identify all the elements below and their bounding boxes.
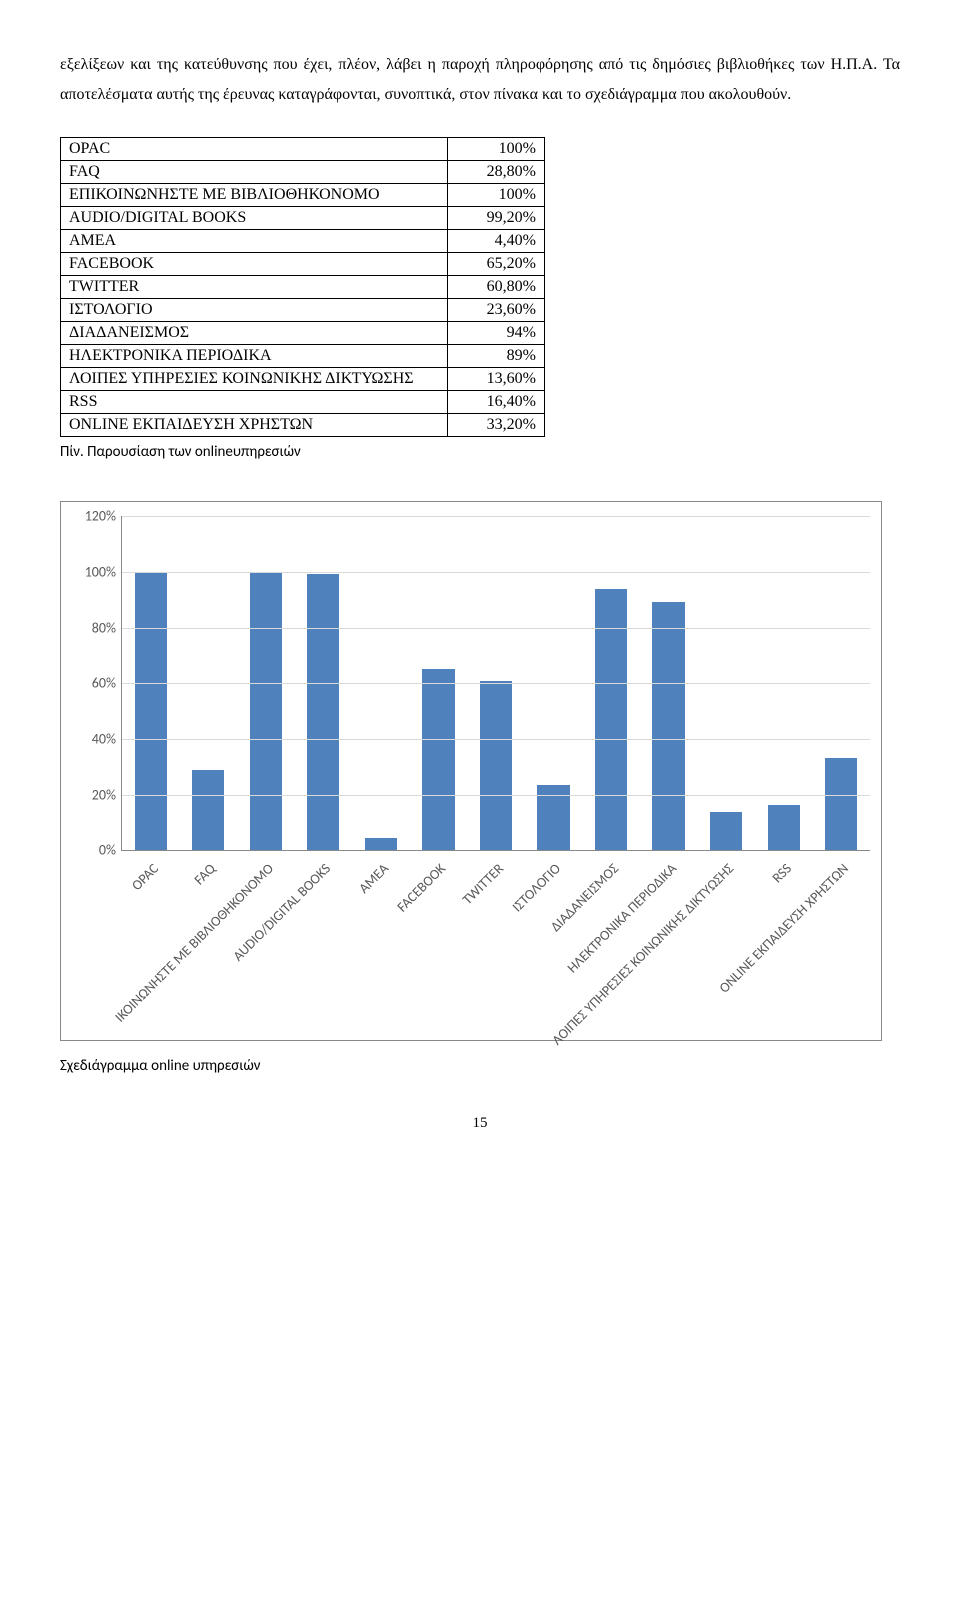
services-bar-chart: 0%20%40%60%80%100%120% OPACFAQΙΚΟΙΝΩΝΗΣΤ… bbox=[60, 501, 882, 1041]
chart-gridline bbox=[122, 628, 870, 629]
table-cell-label: ΕΠΙΚΟΙΝΩΝΗΣΤΕ ΜΕ ΒΙΒΛΙΟΘΗΚΟΝΟΜΟ bbox=[61, 184, 448, 207]
table-row: RSS16,40% bbox=[61, 391, 545, 414]
table-cell-value: 99,20% bbox=[448, 207, 545, 230]
table-row: ΔΙΑΔΑΝΕΙΣΜΟΣ94% bbox=[61, 322, 545, 345]
chart-bar bbox=[250, 572, 282, 850]
table-cell-label: RSS bbox=[61, 391, 448, 414]
chart-bar bbox=[365, 838, 397, 850]
chart-y-tick-label: 120% bbox=[85, 508, 116, 525]
table-row: FAQ28,80% bbox=[61, 161, 545, 184]
table-row: ΙΣΤΟΛΟΓΙΟ23,60% bbox=[61, 299, 545, 322]
chart-caption: Σχεδιάγραμμα online υπηρεσιών bbox=[60, 1057, 900, 1075]
chart-bar bbox=[192, 770, 224, 850]
chart-bar bbox=[307, 574, 339, 850]
chart-bar bbox=[422, 669, 454, 850]
chart-gridline bbox=[122, 795, 870, 796]
table-cell-value: 4,40% bbox=[448, 230, 545, 253]
table-row: FACEBOOK65,20% bbox=[61, 253, 545, 276]
table-caption: Πίν. Παρουσίαση των onlineυπηρεσιών bbox=[60, 443, 900, 461]
table-cell-value: 100% bbox=[448, 138, 545, 161]
chart-x-label-slot: ΛΟΙΠΕΣ ΥΠΗΡΕΣΙΕΣ ΚΟΙΝΩΝΙΚΗΣ ΔΙΚΤΥΩΣΗΣ bbox=[696, 854, 754, 1030]
table-cell-label: AUDIO/DIGITAL BOOKS bbox=[61, 207, 448, 230]
services-table: OPAC100%FAQ28,80%ΕΠΙΚΟΙΝΩΝΗΣΤΕ ΜΕ ΒΙΒΛΙΟ… bbox=[60, 137, 545, 437]
table-row: OPAC100% bbox=[61, 138, 545, 161]
table-cell-value: 65,20% bbox=[448, 253, 545, 276]
chart-x-label-slot: ΑΜΕΑ bbox=[351, 854, 409, 1030]
table-cell-label: FACEBOOK bbox=[61, 253, 448, 276]
chart-x-label: OPAC bbox=[128, 860, 162, 894]
table-row: ΗΛΕΚΤΡΟΝΙΚΑ ΠΕΡΙΟΔΙΚΑ89% bbox=[61, 345, 545, 368]
chart-x-label: RSS bbox=[768, 860, 794, 886]
table-row: ONLINE ΕΚΠΑΙΔΕΥΣΗ ΧΡΗΣΤΩΝ33,20% bbox=[61, 414, 545, 437]
chart-gridline bbox=[122, 739, 870, 740]
table-cell-value: 23,60% bbox=[448, 299, 545, 322]
chart-gridline bbox=[122, 683, 870, 684]
table-cell-value: 33,20% bbox=[448, 414, 545, 437]
chart-y-tick-label: 60% bbox=[92, 675, 116, 692]
table-cell-label: ΔΙΑΔΑΝΕΙΣΜΟΣ bbox=[61, 322, 448, 345]
chart-bar bbox=[480, 681, 512, 850]
table-row: AUDIO/DIGITAL BOOKS99,20% bbox=[61, 207, 545, 230]
table-cell-label: ΗΛΕΚΤΡΟΝΙΚΑ ΠΕΡΙΟΔΙΚΑ bbox=[61, 345, 448, 368]
chart-y-tick-label: 80% bbox=[92, 619, 116, 636]
chart-x-label: FAQ bbox=[191, 860, 219, 888]
table-cell-value: 16,40% bbox=[448, 391, 545, 414]
chart-y-tick-label: 100% bbox=[85, 563, 116, 580]
table-cell-label: FAQ bbox=[61, 161, 448, 184]
table-cell-label: ΛΟΙΠΕΣ ΥΠΗΡΕΣΙΕΣ ΚΟΙΝΩΝΙΚΗΣ ΔΙΚΤΥΩΣΗΣ bbox=[61, 368, 448, 391]
chart-y-tick-label: 0% bbox=[99, 842, 116, 859]
table-cell-value: 28,80% bbox=[448, 161, 545, 184]
chart-x-label-slot: FACEBOOK bbox=[409, 854, 467, 1030]
chart-x-label-slot: TWITTER bbox=[466, 854, 524, 1030]
table-row: ΑΜΕΑ4,40% bbox=[61, 230, 545, 253]
table-cell-label: ΙΣΤΟΛΟΓΙΟ bbox=[61, 299, 448, 322]
table-cell-value: 94% bbox=[448, 322, 545, 345]
chart-gridline bbox=[122, 516, 870, 517]
chart-x-label: TWITTER bbox=[459, 860, 507, 908]
chart-x-label-slot: ΙΣΤΟΛΟΓΙΟ bbox=[524, 854, 582, 1030]
chart-gridline bbox=[122, 572, 870, 573]
table-cell-value: 13,60% bbox=[448, 368, 545, 391]
page-number: 15 bbox=[60, 1115, 900, 1132]
table-cell-value: 100% bbox=[448, 184, 545, 207]
table-row: ΛΟΙΠΕΣ ΥΠΗΡΕΣΙΕΣ ΚΟΙΝΩΝΙΚΗΣ ΔΙΚΤΥΩΣΗΣ13,… bbox=[61, 368, 545, 391]
table-cell-label: ONLINE ΕΚΠΑΙΔΕΥΣΗ ΧΡΗΣΤΩΝ bbox=[61, 414, 448, 437]
chart-bar bbox=[710, 812, 742, 850]
chart-bar bbox=[768, 805, 800, 851]
chart-y-tick-label: 20% bbox=[92, 786, 116, 803]
chart-x-label-slot: AUDIO/DIGITAL BOOKS bbox=[294, 854, 352, 1030]
body-paragraph: εξελίξεων και της κατεύθυνσης που έχει, … bbox=[60, 50, 900, 109]
table-cell-value: 60,80% bbox=[448, 276, 545, 299]
table-cell-label: OPAC bbox=[61, 138, 448, 161]
chart-x-label-slot: ONLINE ΕΚΠΑΙΔΕΥΣΗ ΧΡΗΣΤΩΝ bbox=[811, 854, 869, 1030]
table-row: TWITTER60,80% bbox=[61, 276, 545, 299]
table-row: ΕΠΙΚΟΙΝΩΝΗΣΤΕ ΜΕ ΒΙΒΛΙΟΘΗΚΟΝΟΜΟ100% bbox=[61, 184, 545, 207]
table-cell-value: 89% bbox=[448, 345, 545, 368]
chart-bar bbox=[825, 758, 857, 850]
chart-bar bbox=[135, 572, 167, 850]
chart-x-label: ΑΜΕΑ bbox=[355, 860, 392, 897]
chart-y-tick-label: 40% bbox=[92, 730, 116, 747]
chart-bar bbox=[652, 602, 684, 850]
table-cell-label: ΑΜΕΑ bbox=[61, 230, 448, 253]
table-cell-label: TWITTER bbox=[61, 276, 448, 299]
